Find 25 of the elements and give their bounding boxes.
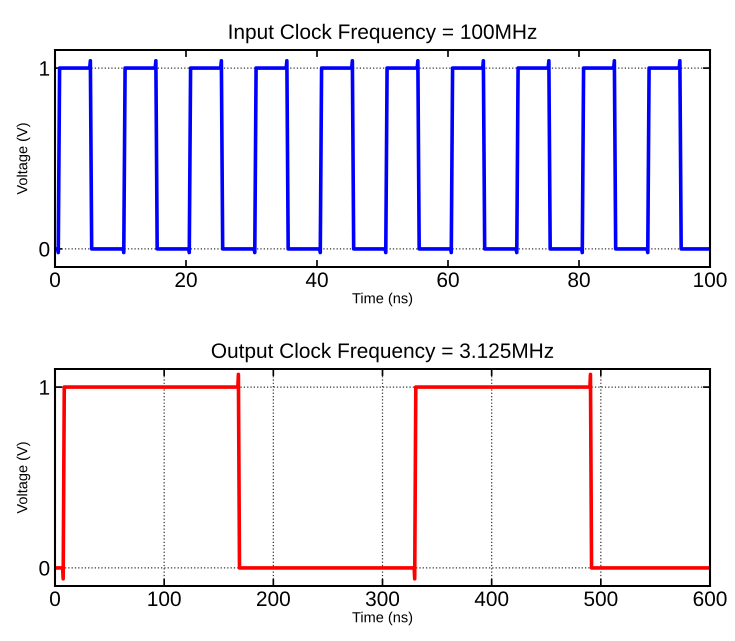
line-series [55,372,710,581]
x-axis-title: Time (ns) [352,612,412,626]
y-axis-title: Voltage (V) [16,123,30,195]
y-tick-label: 0 [39,560,50,576]
chart-title: Input Clock Frequency = 100MHz [230,24,536,44]
x-tick-label: 0 [50,272,60,288]
x-tick-label: 400 [474,591,508,606]
x-tick-label: 80 [568,272,590,288]
x-tick-label: 200 [257,591,290,606]
chart-title: Output Clock Frequency = 3.125MHz [212,342,554,362]
x-tick-label: 40 [306,272,328,288]
y-tick-label: 1 [40,61,50,76]
x-tick-label: 500 [584,591,618,606]
x-tick-label: 0 [50,591,60,606]
x-tick-label: 600 [694,591,727,606]
x-tick-label: 300 [366,591,400,606]
x-tick-label: 100 [694,272,727,288]
x-tick-label: 60 [437,272,459,288]
x-tick-label: 100 [148,591,181,606]
x-tick-label: 20 [175,272,197,288]
y-axis-title: Voltage (V) [16,442,30,514]
x-axis-title: Time (ns) [352,292,412,306]
y-tick-label: 1 [40,380,50,395]
y-tick-label: 0 [39,242,50,257]
line-series [55,59,710,254]
